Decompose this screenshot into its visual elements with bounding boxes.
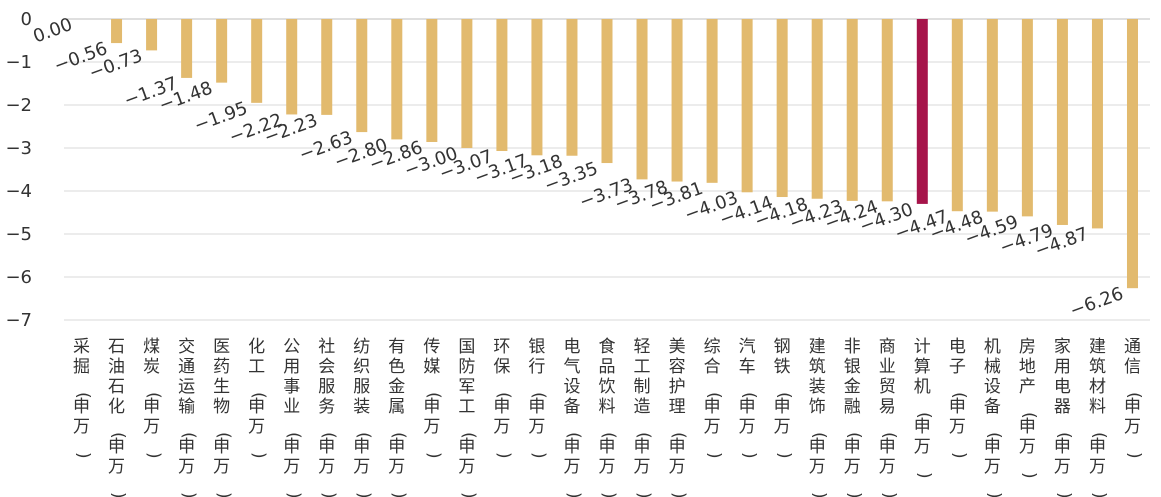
bar (846, 19, 858, 201)
category-label: 建筑装饰(申万) (809, 337, 829, 497)
category-label: 银行(申万) (528, 337, 548, 459)
category-label: 计算机(申万) (914, 337, 934, 479)
bar (601, 19, 613, 164)
category-label: 汽车(申万) (739, 337, 759, 459)
y-tick-label: −3 (5, 138, 32, 159)
bar (951, 19, 963, 212)
category-label: 传媒(申万) (423, 337, 443, 459)
category-label: 交通运输(申万) (178, 337, 198, 497)
bar (461, 19, 473, 148)
y-axis-ticks: 0 −1 −2 −3 −4 −5 −6 −7 (5, 9, 32, 331)
bar (916, 19, 928, 204)
category-label: 医药生物(申万) (213, 337, 233, 497)
category-label: 采掘(申万) (73, 337, 93, 459)
bar (671, 19, 683, 182)
data-label: 0.00 (30, 14, 75, 47)
bar (391, 19, 403, 140)
category-label: 公用事业(申万) (283, 337, 303, 497)
category-label: 家用电器(申万) (1054, 337, 1074, 497)
bar (251, 19, 263, 103)
category-label: 环保(申万) (493, 337, 513, 459)
category-label: 社会服务(申万) (318, 337, 338, 497)
bar (566, 19, 578, 156)
category-label: 建筑材料(申万) (1089, 337, 1109, 497)
category-label: 钢铁(申万) (774, 337, 794, 459)
category-label: 电子(申万) (949, 337, 969, 459)
bar (531, 19, 543, 156)
bar (286, 19, 298, 115)
y-tick-label: −7 (5, 310, 32, 331)
y-tick-label: −5 (5, 224, 32, 245)
bar (181, 19, 193, 78)
category-label: 食品饮料(申万) (599, 337, 619, 497)
category-label: 有色金属(申万) (388, 337, 408, 497)
bar (986, 19, 998, 212)
category-label: 商业贸易(申万) (879, 337, 899, 497)
category-labels: 采掘(申万) 石油石化(申万) 煤炭(申万) 交通运输(申万) 医药生物(申万) 化工(申… (73, 337, 1144, 497)
bar (706, 19, 718, 183)
bar (496, 19, 508, 152)
bar (1056, 19, 1068, 225)
category-label: 机械设备(申万) (984, 337, 1004, 497)
bar (776, 19, 788, 198)
category-label: 石油石化(申万) (108, 337, 128, 497)
y-tick-label: −6 (5, 267, 32, 288)
bar (146, 19, 158, 51)
y-tick-label: 0 (21, 9, 32, 30)
bar (1091, 19, 1103, 229)
bars (111, 19, 1138, 289)
category-label: 轻工制造(申万) (634, 337, 654, 497)
category-label: 化工(申万) (248, 337, 268, 459)
bar (356, 19, 368, 133)
data-label: −6.26 (1067, 283, 1126, 322)
category-label: 美容护理(申万) (669, 337, 689, 497)
bar (1021, 19, 1033, 217)
bar (1126, 19, 1138, 289)
bar (111, 19, 123, 44)
y-tick-label: −2 (5, 95, 32, 116)
y-tick-label: −4 (5, 181, 32, 202)
bar (881, 19, 893, 202)
bar (426, 19, 438, 142)
category-label: 非银金融(申万) (844, 337, 864, 497)
y-tick-label: −1 (5, 52, 32, 73)
bar (216, 19, 228, 83)
bar (636, 19, 648, 180)
bar (321, 19, 333, 115)
category-label: 电气设备(申万) (563, 337, 583, 497)
bar (741, 19, 753, 193)
category-label: 纺织服装(申万) (353, 337, 373, 497)
category-label: 房地产(申万) (1019, 337, 1039, 479)
category-label: 综合(申万) (704, 337, 724, 459)
category-label: 国防军工(申万) (458, 337, 478, 497)
category-label: 通信(申万) (1124, 337, 1144, 459)
bar (811, 19, 823, 199)
category-label: 煤炭(申万) (143, 337, 163, 459)
